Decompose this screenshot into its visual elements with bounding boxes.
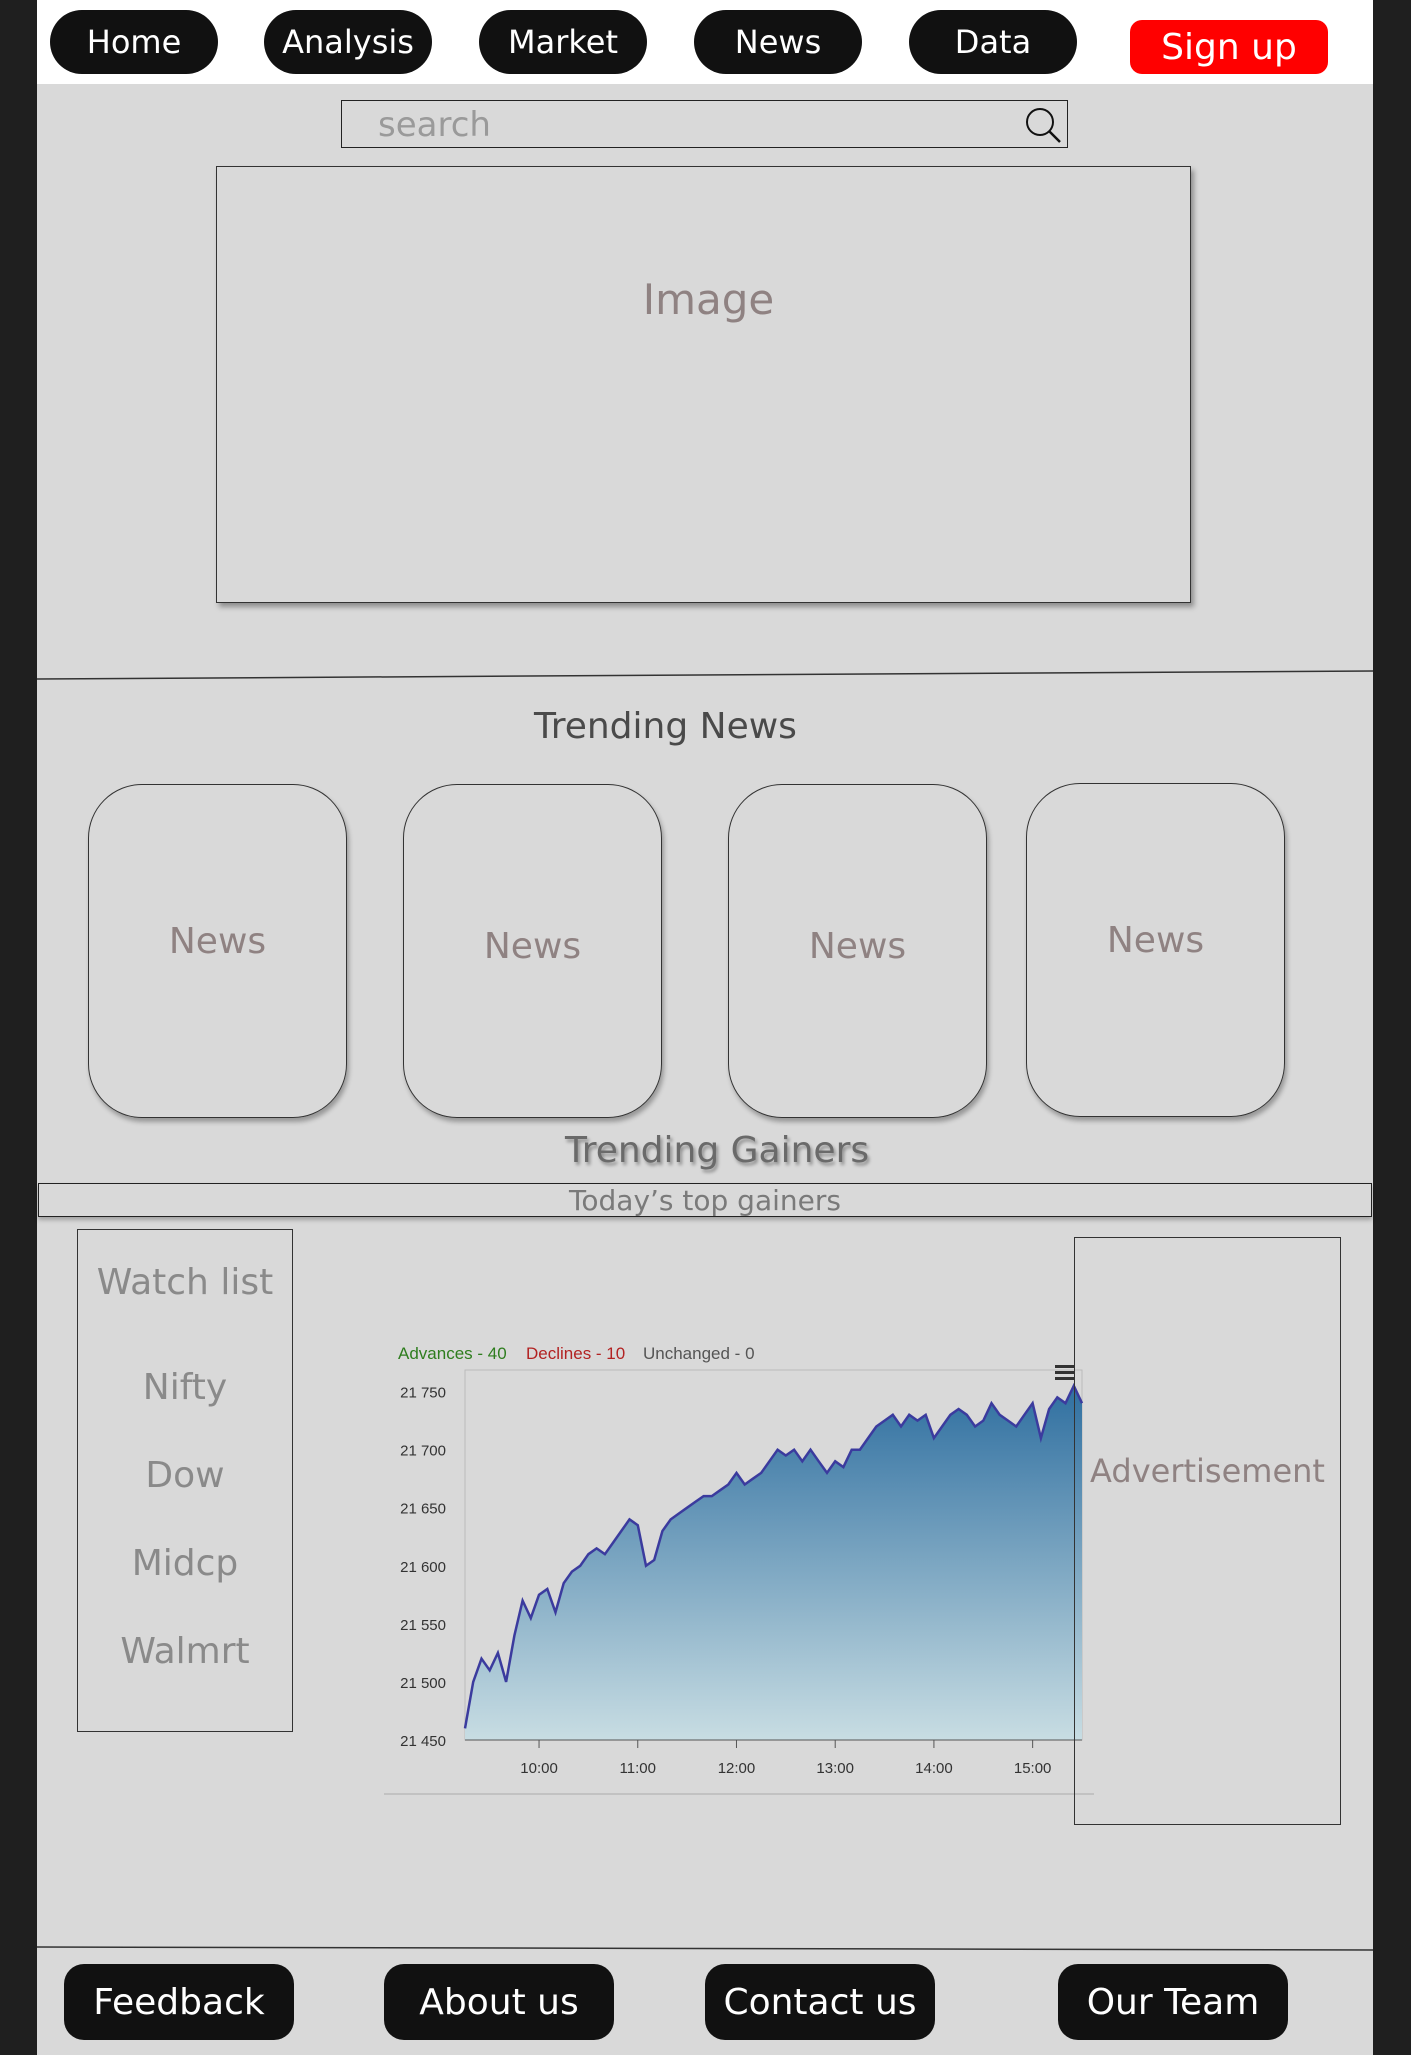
y-tick-label: 21 550	[400, 1617, 446, 1634]
section-divider	[37, 670, 1373, 680]
trending-gainers-title: Trending Gainers	[565, 1130, 870, 1171]
watchlist-panel: Watch list Nifty Dow Midcp Walmrt	[77, 1229, 293, 1732]
y-tick-label: 21 600	[400, 1559, 446, 1576]
y-tick-label: 21 500	[400, 1675, 446, 1692]
watchlist-item-midcp[interactable]: Midcp	[131, 1543, 239, 1584]
y-tick-label: 21 450	[400, 1733, 446, 1750]
x-tick-label: 11:00	[620, 1760, 656, 1777]
x-tick-label: 12:00	[718, 1760, 756, 1777]
search-input[interactable]: search	[341, 100, 1068, 148]
nav-data-button[interactable]: Data	[909, 10, 1077, 74]
trending-news-title: Trending News	[534, 706, 797, 747]
y-tick-label: 21 650	[400, 1501, 446, 1518]
watchlist-item-dow[interactable]: Dow	[145, 1455, 225, 1496]
market-breadth-chart: Advances - 40 Declines - 10 Unchanged - 0 2…	[384, 1344, 1094, 1795]
search-placeholder: search	[378, 105, 491, 145]
nav-home-button[interactable]: Home	[50, 10, 218, 74]
top-gainers-bar[interactable]: Today’s top gainers	[38, 1183, 1372, 1217]
search-icon[interactable]	[1023, 105, 1063, 145]
watchlist-item-nifty[interactable]: Nifty	[142, 1367, 228, 1408]
y-tick-label: 21 700	[400, 1443, 446, 1460]
nav-news-button[interactable]: News	[694, 10, 862, 74]
footer-divider	[37, 1946, 1373, 1951]
news-card-label: News	[1106, 919, 1205, 961]
news-card[interactable]: News	[1026, 783, 1285, 1117]
top-navbar: Home Analysis Market News Data Sign up	[37, 0, 1373, 84]
chart-menu-icon[interactable]	[1055, 1365, 1075, 1380]
signup-button[interactable]: Sign up	[1130, 20, 1328, 74]
left-window-edge	[0, 0, 37, 2055]
watchlist-item-walmrt[interactable]: Walmrt	[120, 1631, 250, 1672]
news-card-label: News	[168, 920, 267, 962]
advertisement-label: Advertisement	[1090, 1452, 1325, 1490]
nav-market-button[interactable]: Market	[479, 10, 647, 74]
hero-image-label: Image	[642, 275, 775, 324]
legend-item: Declines - 10	[526, 1344, 625, 1363]
legend-item: Unchanged - 0	[643, 1344, 755, 1363]
series-area	[465, 1385, 1082, 1740]
news-card-label: News	[808, 925, 907, 967]
news-card[interactable]: News	[403, 784, 662, 1118]
nav-analysis-button[interactable]: Analysis	[264, 10, 432, 74]
x-tick-label: 14:00	[915, 1760, 953, 1777]
contact-us-button[interactable]: Contact us	[705, 1964, 935, 2040]
about-us-button[interactable]: About us	[384, 1964, 614, 2040]
x-tick-label: 13:00	[816, 1760, 854, 1777]
page: Home Analysis Market News Data Sign up s…	[37, 0, 1373, 2055]
x-tick-label: 10:00	[520, 1760, 558, 1777]
our-team-button[interactable]: Our Team	[1058, 1964, 1288, 2040]
news-card-label: News	[483, 925, 582, 967]
watchlist-title: Watch list	[96, 1262, 274, 1303]
x-tick-label: 15:00	[1014, 1760, 1052, 1777]
feedback-button[interactable]: Feedback	[64, 1964, 294, 2040]
news-card[interactable]: News	[88, 784, 347, 1118]
y-tick-label: 21 750	[400, 1385, 446, 1402]
legend-item: Advances - 40	[398, 1344, 507, 1363]
hero-image-placeholder: Image	[216, 166, 1191, 603]
advertisement-panel[interactable]: Advertisement	[1074, 1237, 1341, 1825]
series-line	[463, 1382, 1084, 1729]
news-card[interactable]: News	[728, 784, 987, 1118]
